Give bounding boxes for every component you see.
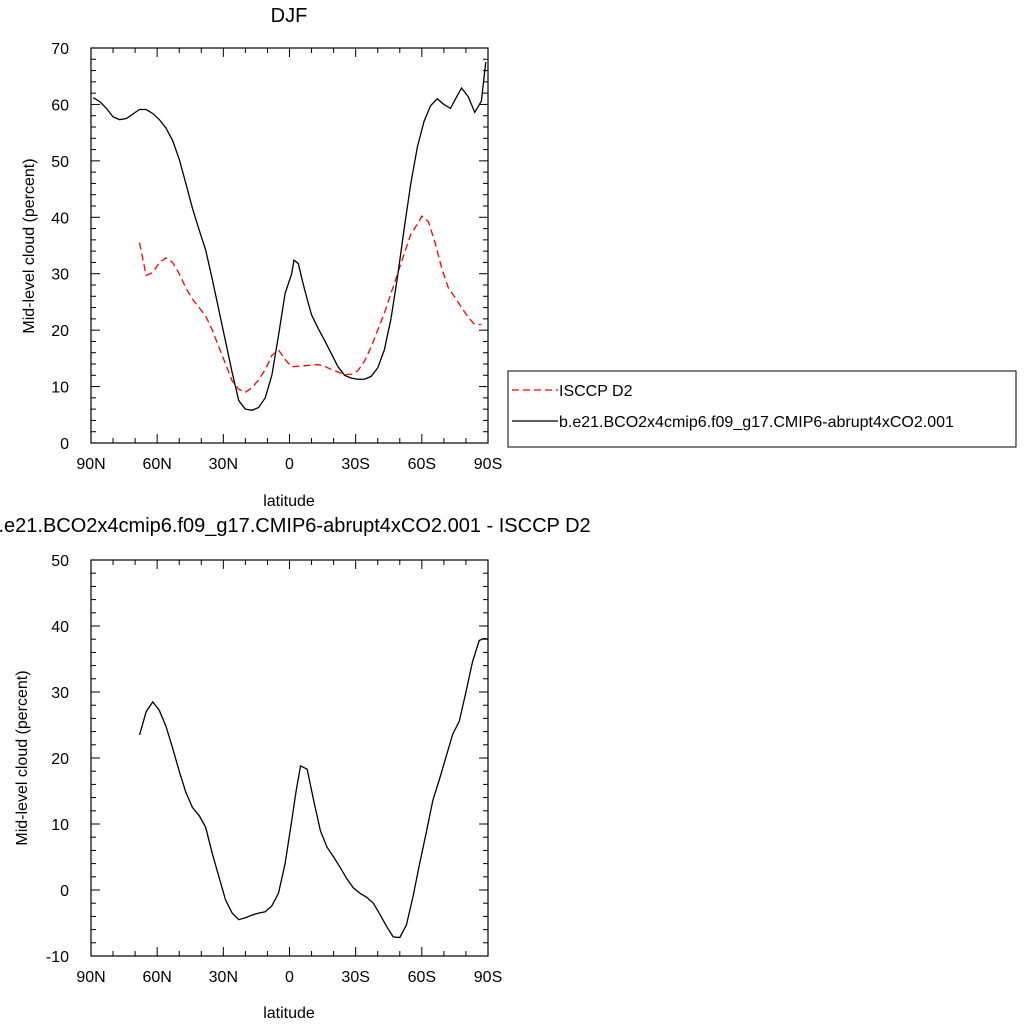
x-tick-label: 0 [285, 969, 294, 986]
y-tick-label: 60 [51, 97, 69, 114]
x-tick-label: 60N [142, 969, 171, 986]
y-tick-label: 0 [60, 436, 69, 453]
x-tick-label: 60S [408, 456, 436, 473]
x-tick-label: 0 [285, 456, 294, 473]
plot-frame [90, 47, 489, 444]
y-axis-label: Mid-level cloud (percent) [21, 158, 38, 333]
legend: ISCCP D2 b.e21.BCO2x4cmip6.f09_g17.CMIP6… [507, 370, 1017, 448]
plot-frame [90, 559, 489, 957]
y-axis-label: Mid-level cloud (percent) [14, 670, 31, 845]
x-tick-label: 30N [209, 969, 238, 986]
x-tick-label: 30S [341, 969, 369, 986]
y-tick-label: 20 [51, 323, 69, 340]
y-tick-label: 50 [51, 553, 69, 570]
x-tick-label: 60N [142, 456, 171, 473]
y-tick-label: -10 [46, 949, 69, 966]
series-line-0 [138, 637, 488, 939]
x-axis-label: latitude [263, 493, 315, 510]
y-tick-label: 30 [51, 685, 69, 702]
y-tick-label: 40 [51, 210, 69, 227]
chart-difference: b.e21.BCO2x4cmip6.f09_g17.CMIP6-abrupt4x… [0, 515, 591, 1022]
x-tick-label: 90N [76, 456, 105, 473]
legend-label-isccp: ISCCP D2 [559, 383, 633, 400]
y-tick-label: 10 [51, 817, 69, 834]
legend-label-model: b.e21.BCO2x4cmip6.f09_g17.CMIP6-abrupt4x… [559, 414, 954, 431]
legend-box [507, 370, 1017, 448]
series-line-0 [138, 215, 482, 393]
y-tick-label: 20 [51, 751, 69, 768]
x-tick-label: 30N [209, 456, 238, 473]
chart-title: b.e21.BCO2x4cmip6.f09_g17.CMIP6-abrupt4x… [0, 515, 591, 537]
x-axis-label: latitude [263, 1005, 315, 1022]
x-tick-label: 90N [76, 969, 105, 986]
y-tick-label: 0 [60, 883, 69, 900]
chart-title: DJF [271, 5, 308, 27]
plot-area: 90N 60N 30N 0 30S 60S 90S 0 10 20 30 40 50 60 70 [51, 41, 502, 473]
series-line-1 [92, 62, 487, 411]
y-tick-label: 50 [51, 154, 69, 171]
chart-djf: DJF latitude Mid-level cloud (percent) 9… [21, 5, 502, 510]
y-tick-label: 70 [51, 41, 69, 58]
x-tick-label: 60S [408, 969, 436, 986]
x-tick-label: 30S [341, 456, 369, 473]
plot-area: 90N 60N 30N 0 30S 60S 90S -10 0 10 20 30 40 50 [46, 553, 502, 986]
y-tick-label: 40 [51, 619, 69, 636]
x-tick-label: 90S [474, 969, 502, 986]
y-tick-label: 30 [51, 267, 69, 284]
y-tick-label: 10 [51, 380, 69, 397]
x-tick-label: 90S [474, 456, 502, 473]
